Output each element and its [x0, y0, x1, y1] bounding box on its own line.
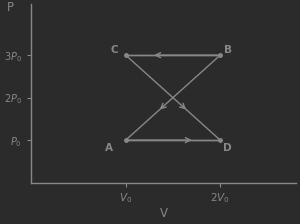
- Text: C: C: [110, 45, 118, 55]
- Text: D: D: [224, 143, 232, 153]
- Text: A: A: [105, 143, 113, 153]
- X-axis label: V: V: [160, 207, 167, 220]
- Y-axis label: P: P: [7, 1, 14, 14]
- Text: B: B: [224, 45, 232, 55]
